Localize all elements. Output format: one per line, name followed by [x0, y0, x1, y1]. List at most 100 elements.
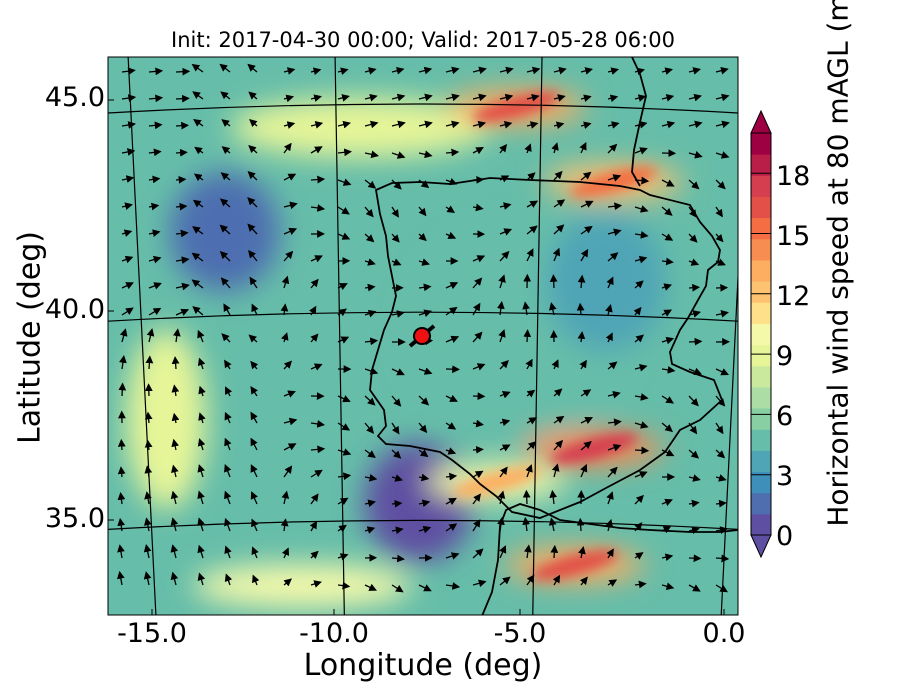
wind-vector — [281, 490, 290, 505]
wind-vector — [445, 447, 457, 455]
wind-vector — [551, 142, 559, 154]
wind-vector — [391, 526, 404, 535]
map-title: Init: 2017-04-30 00:00; Valid: 2017-05-2… — [171, 28, 675, 52]
wind-vector — [144, 439, 153, 451]
wind-vector — [250, 464, 258, 478]
wind-vector — [337, 67, 349, 75]
wind-vector — [579, 576, 588, 586]
wind-vector — [579, 141, 587, 154]
wind-vector — [283, 390, 296, 398]
wind-vector — [472, 120, 487, 129]
colorbar-segment — [751, 450, 771, 473]
wind-vector — [526, 225, 538, 235]
wind-vector — [121, 229, 133, 237]
wind-vector — [121, 307, 134, 316]
wind-vector — [688, 395, 699, 407]
high-wind-region — [550, 433, 638, 464]
wind-vector — [224, 573, 233, 586]
wind-vector — [661, 257, 674, 266]
wind-vector — [175, 121, 190, 130]
wind-speed-detail — [453, 91, 658, 581]
wind-vector — [445, 394, 458, 402]
wind-vector — [607, 390, 621, 399]
wind-vector — [688, 258, 700, 266]
wind-vector — [715, 258, 726, 266]
wind-vector — [605, 304, 613, 316]
wind-vector — [715, 449, 726, 459]
wind-vector — [607, 252, 619, 262]
wind-vector — [283, 578, 292, 587]
wind-vector — [634, 393, 649, 401]
colorbar-label-text: Horizontal wind speed at 80 mAGL (m s — [821, 0, 855, 527]
wind-vector — [310, 550, 319, 559]
wind-vector — [715, 310, 729, 318]
wind-vector — [418, 66, 433, 75]
wind-vector — [337, 553, 349, 561]
wind-vector — [364, 395, 376, 406]
wind-vector — [661, 422, 673, 433]
wind-vector — [364, 337, 379, 346]
wind-vector — [524, 544, 532, 559]
wind-vector — [580, 441, 592, 451]
colorbar-segment — [751, 344, 771, 367]
wind-vector — [310, 493, 319, 505]
wind-vector — [197, 517, 205, 532]
wind-vector — [193, 118, 204, 127]
wind-vector — [171, 438, 179, 451]
wind-vector — [283, 417, 298, 426]
wind-vector — [445, 523, 458, 532]
latitude-line — [108, 311, 738, 322]
wind-vector — [634, 580, 647, 589]
wind-vector — [634, 94, 647, 102]
wind-vector — [337, 308, 347, 317]
wind-vector — [499, 444, 511, 452]
wind-vector — [472, 277, 483, 289]
wind-vector — [251, 518, 259, 532]
high-wind-region — [453, 466, 541, 497]
wind-vector — [310, 469, 323, 478]
wind-vector — [445, 66, 460, 75]
wind-vector — [250, 360, 259, 370]
wind-vector — [688, 422, 698, 435]
wind-vector — [418, 449, 429, 458]
wind-vector — [192, 306, 204, 316]
y-axis-label: Latitude (deg) — [12, 231, 48, 444]
wind-vector — [499, 228, 513, 236]
wind-vector — [337, 120, 351, 129]
wind-vector — [248, 249, 258, 262]
wind-vector — [661, 449, 675, 457]
longitude-line — [532, 57, 543, 615]
wind-vector — [499, 143, 508, 154]
wind-vector — [580, 225, 593, 235]
high-wind-region — [531, 549, 619, 581]
colorbar-segment — [751, 386, 771, 409]
wind-vector — [553, 170, 563, 181]
wind-vector — [175, 308, 190, 316]
wind-vector — [310, 363, 323, 371]
wind-vector — [688, 584, 701, 592]
wind-vector — [121, 255, 134, 264]
wind-vector — [688, 474, 701, 482]
colorbar-segment — [751, 133, 771, 155]
wind-vector — [580, 248, 589, 262]
wind-vector — [526, 248, 534, 262]
wind-vector — [337, 524, 347, 533]
latitude-line — [108, 519, 738, 530]
wind-vector — [194, 146, 204, 155]
wind-vector — [391, 93, 406, 102]
wind-vector — [499, 359, 509, 370]
wind-vector — [499, 466, 508, 478]
wind-vector — [221, 119, 231, 127]
wind-vector — [715, 179, 726, 190]
wind-vector — [310, 255, 323, 263]
wind-vector — [121, 121, 136, 129]
wind-vector — [117, 438, 126, 451]
wind-vector — [171, 356, 180, 370]
y-tick-label: 35.0 — [44, 503, 105, 534]
wind-vector — [337, 472, 352, 481]
wind-vector — [337, 581, 351, 590]
wind-vector — [220, 277, 231, 289]
wind-vector — [715, 499, 727, 508]
wind-vector — [337, 448, 352, 456]
colorbar-segment — [751, 408, 771, 430]
